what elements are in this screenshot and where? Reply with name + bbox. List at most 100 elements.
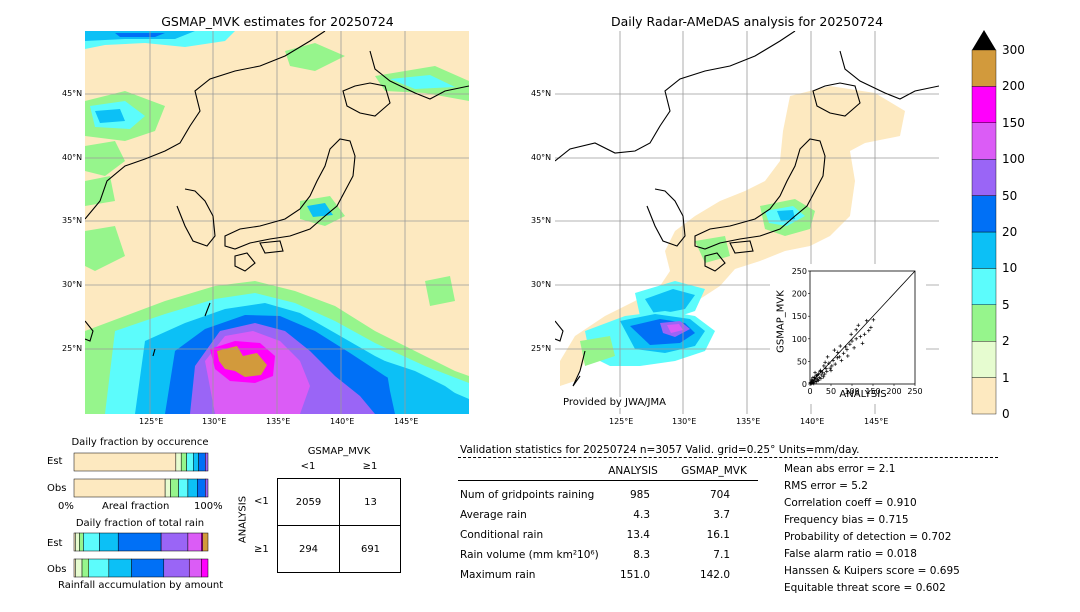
occurrence-row-label-obs: Obs	[47, 483, 67, 494]
left-lat-label: 40°N	[62, 153, 83, 162]
scatter-point	[845, 347, 849, 352]
fraction-segment	[99, 532, 119, 552]
fraction-segment	[193, 452, 199, 472]
scatter-point	[828, 366, 832, 370]
left-lon-label: 140°E	[330, 417, 355, 426]
colorbar-segment	[971, 158, 997, 196]
right-lat-label: 45°N	[531, 89, 552, 98]
fraction-segment	[75, 558, 83, 578]
scatter-point	[867, 328, 871, 333]
stats-divider	[458, 457, 998, 458]
fraction-segment	[202, 532, 209, 552]
scatter-y-tick: 100	[792, 335, 807, 344]
scatter-y-tick: 50	[797, 357, 807, 366]
contingency-row-axis: ANALYSIS	[237, 495, 249, 544]
right-map	[555, 31, 939, 414]
right-lon-label: 145°E	[864, 417, 889, 426]
right-map-rain-field	[560, 86, 905, 386]
fraction-segment	[187, 532, 202, 552]
scatter-point	[852, 346, 856, 350]
colorbar-tick-label: 300	[1002, 43, 1025, 57]
scatter-point	[809, 378, 814, 382]
fraction-segment	[170, 478, 179, 498]
scatter-point	[812, 375, 817, 380]
scatter-point	[813, 370, 817, 375]
fraction-segment	[201, 558, 209, 578]
fraction-segment	[180, 452, 187, 472]
fraction-segment	[188, 558, 202, 578]
scatter-point	[854, 327, 858, 332]
scatter-x-tick: 100	[844, 387, 859, 396]
left-map	[85, 31, 469, 414]
occurrence-row-label-est: Est	[47, 456, 63, 467]
rain-row-label-obs: Obs	[47, 564, 67, 575]
right-lon-label: 140°E	[800, 417, 825, 426]
scatter-ylabel: GSMAP_MVK	[775, 290, 787, 353]
fraction-segment	[73, 452, 177, 472]
colorbar-segment	[971, 195, 997, 233]
fraction-segment	[88, 558, 110, 578]
stats-row-gsmap: 16.1	[706, 529, 730, 541]
fraction-segment	[205, 478, 209, 498]
left-lon-label: 135°E	[266, 417, 291, 426]
stats-row-label: Average rain	[460, 509, 527, 521]
scatter-point	[829, 368, 833, 373]
scatter-point	[822, 364, 826, 368]
scatter-x-tick: 250	[907, 387, 922, 396]
scatter-point	[850, 339, 854, 343]
scatter-point	[814, 379, 819, 384]
scatter-x-tick: 200	[886, 387, 901, 396]
score-line: Probability of detection = 0.702	[784, 531, 952, 543]
rain-fraction-title: Daily fraction of total rain	[75, 518, 205, 529]
colorbar-tick-label: 150	[1002, 115, 1025, 130]
score-line: RMS error = 5.2	[784, 480, 868, 492]
colorbar-segment	[971, 49, 997, 87]
stats-row-label: Num of gridpoints raining	[460, 489, 595, 501]
stats-row-analysis: 985	[629, 489, 650, 501]
colorbar-extend-arrow	[972, 30, 996, 50]
stats-col-rule	[458, 480, 758, 481]
scatter-point	[813, 379, 817, 384]
occurrence-bar-chart	[73, 452, 209, 498]
scatter-point	[848, 342, 852, 347]
contingency-row-label: ≥1	[254, 544, 269, 555]
fraction-segment	[178, 478, 189, 498]
occurrence-axis-right: 100%	[194, 501, 223, 512]
right-lon-label: 125°E	[609, 417, 634, 426]
scatter-point	[824, 366, 828, 371]
scatter-point	[818, 369, 822, 374]
colorbar-segment	[971, 341, 997, 378]
contingency-row-label: <1	[254, 496, 269, 507]
right-map-coastline	[555, 31, 939, 387]
stats-row-analysis: 151.0	[619, 569, 650, 581]
scatter-x-tick: 0	[807, 387, 812, 396]
scatter-x-tick: 150	[865, 387, 880, 396]
stats-row-label: Conditional rain	[460, 529, 544, 541]
fraction-segment	[186, 452, 194, 472]
stats-row-gsmap: 7.1	[713, 549, 730, 561]
scatter-point	[809, 381, 814, 386]
stats-row-analysis: 4.3	[633, 509, 650, 521]
score-line: Hanssen & Kuipers score = 0.695	[784, 565, 960, 577]
scatter-point	[823, 360, 827, 365]
fraction-segment	[81, 558, 89, 578]
scatter-point	[871, 318, 876, 322]
scatter-y-tick: 150	[792, 312, 807, 321]
scatter-point	[862, 332, 867, 337]
colorbar-segment	[971, 86, 997, 124]
scatter-point	[825, 369, 829, 374]
left-lon-label: 145°E	[394, 417, 419, 426]
scatter-point	[821, 374, 826, 379]
right-lat-label: 30°N	[531, 280, 552, 289]
fraction-segment	[117, 532, 162, 552]
fraction-segment	[160, 532, 189, 552]
stats-col-analysis: ANALYSIS	[608, 465, 658, 477]
scatter-point	[839, 358, 844, 363]
fraction-segment	[175, 452, 182, 472]
stats-header: Validation statistics for 20250724 n=305…	[460, 444, 860, 456]
colorbar-segment	[971, 231, 997, 269]
right-map-title: Daily Radar-AMeDAS analysis for 20250724	[610, 14, 884, 29]
scatter-point	[835, 350, 840, 355]
contingency-col-label: <1	[300, 461, 316, 472]
right-lat-label: 35°N	[531, 216, 552, 225]
